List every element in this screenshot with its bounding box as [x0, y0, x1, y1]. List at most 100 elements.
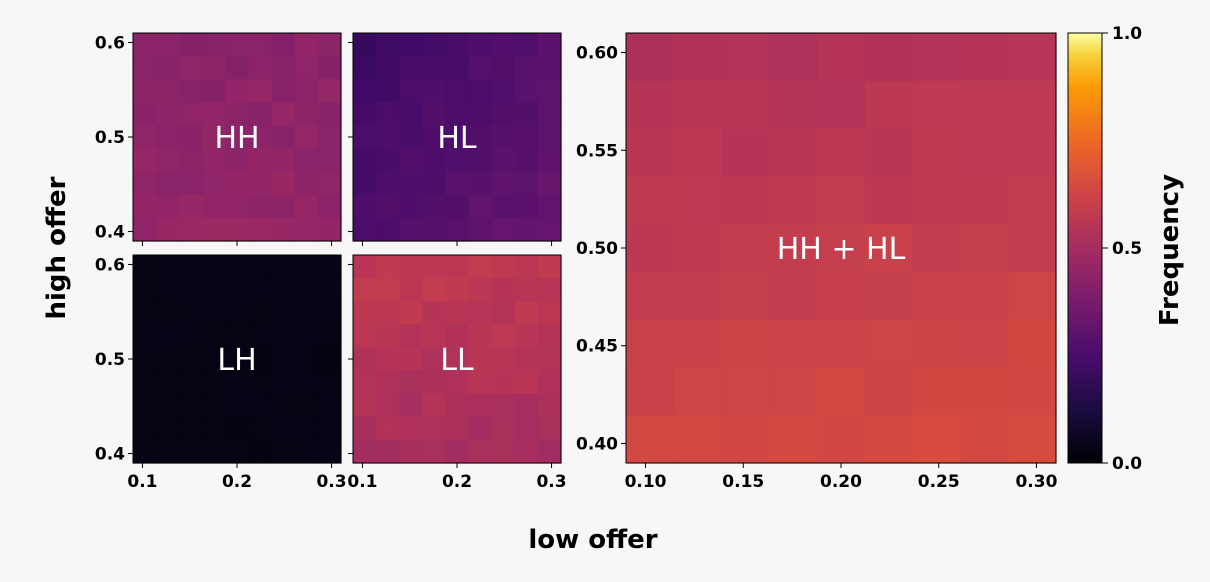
heatmap-cell [769, 224, 818, 273]
heatmap-cell [537, 217, 562, 242]
heatmap-cell [225, 194, 250, 219]
heatmap-cell [271, 324, 296, 349]
heatmap-cell [179, 393, 203, 418]
x-tick-label: 0.3 [536, 472, 566, 492]
heatmap-cell [156, 278, 180, 302]
heatmap-cell [514, 33, 539, 57]
heatmap-cell [399, 171, 423, 196]
heatmap-cell [491, 33, 516, 57]
heatmap-cell [514, 347, 539, 372]
heatmap-cell [422, 33, 447, 57]
heatmap-cell [626, 80, 675, 130]
heatmap-cell [376, 439, 400, 464]
heatmap-cell [769, 176, 818, 225]
heatmap-cell [721, 80, 770, 130]
heatmap-cell [960, 176, 1009, 225]
heatmap-cell [294, 393, 319, 418]
heatmap-cell [721, 128, 770, 177]
heatmap-cell [960, 224, 1009, 273]
heatmap-cell [537, 439, 562, 464]
heatmap-cell [248, 102, 273, 127]
heatmap-cell [202, 416, 227, 441]
heatmap-cell [225, 439, 250, 464]
heatmap-cell [156, 439, 180, 464]
x-tick-label: 0.2 [222, 472, 252, 492]
heatmap-cell [960, 128, 1009, 177]
heatmap-cell [271, 148, 296, 173]
heatmap-cell [673, 367, 723, 416]
heatmap-cell [248, 148, 273, 173]
heatmap-cell [317, 255, 342, 279]
heatmap-cell [376, 125, 400, 150]
heatmap-cell [721, 415, 770, 464]
heatmap-cell [537, 278, 562, 302]
x-tick-label: 0.1 [347, 472, 377, 492]
heatmap-cell [271, 217, 296, 242]
heatmap-cell [445, 102, 470, 127]
heatmap-cell [294, 148, 319, 173]
heatmap-cell [133, 56, 157, 80]
heatmap-cell [1008, 33, 1057, 82]
heatmap-cell [353, 148, 377, 173]
heatmap-cell [491, 347, 516, 372]
heatmap-cell [317, 56, 342, 80]
heatmap-cell [399, 439, 423, 464]
heatmap-cell [445, 393, 470, 418]
heatmap-cell [399, 370, 423, 395]
heatmap-cell [376, 301, 400, 325]
colorbar-label: Frequency [1155, 174, 1185, 326]
heatmap-cell [399, 125, 423, 150]
heatmap-cell [225, 56, 250, 80]
heatmap-cell [225, 79, 250, 103]
heatmap-cell [721, 224, 770, 273]
heatmap-cell [491, 416, 516, 441]
heatmap-cell [271, 171, 296, 196]
heatmap-cell [202, 125, 227, 150]
heatmap-cell [202, 278, 227, 302]
heatmap-cell [1008, 176, 1057, 225]
heatmap-cell [422, 301, 447, 325]
heatmap-cell [225, 370, 250, 395]
heatmap-cell [769, 33, 818, 82]
heatmap-cell [491, 194, 516, 219]
heatmap-cell [376, 33, 400, 57]
heatmap-cell [721, 319, 770, 369]
heatmap-cell [769, 128, 818, 177]
heatmap-cell [422, 56, 447, 80]
heatmap-cell [445, 56, 470, 80]
x-tick-label: 0.10 [625, 472, 667, 492]
x-tick-label: 0.25 [918, 472, 960, 492]
heatmap-cell [817, 176, 866, 225]
heatmap-cell [769, 367, 818, 416]
colorbar-gradient [1067, 32, 1103, 464]
heatmap-cell [399, 217, 423, 242]
heatmap-cell [445, 301, 470, 325]
heatmap-cell [864, 319, 914, 369]
heatmap-cell [1008, 319, 1057, 369]
heatmap-cell [179, 439, 203, 464]
heatmap-cell [353, 324, 377, 349]
heatmap-cell [399, 79, 423, 103]
heatmap-cell [817, 367, 866, 416]
heatmap-cell [721, 271, 770, 321]
heatmap-cell [294, 324, 319, 349]
heatmap-cell [156, 56, 180, 80]
y-tick-label: 0.6 [95, 33, 125, 53]
panel-label: HL [437, 121, 477, 156]
heatmap-cell [376, 347, 400, 372]
x-axis-label: low offer [528, 525, 657, 555]
heatmap-cell [294, 217, 319, 242]
heatmap-panel-ll: 0.1 0.2 0.3 LL [347, 254, 567, 492]
heatmap-cell [202, 217, 227, 242]
heatmap-cell [202, 393, 227, 418]
heatmap-cell [817, 319, 866, 369]
heatmap-cell [353, 79, 377, 103]
colorbar-tick-label: 0.5 [1112, 239, 1142, 259]
heatmap-cell [399, 56, 423, 80]
heatmap-cell [422, 102, 447, 127]
heatmap-cell [225, 217, 250, 242]
heatmap-cell [399, 102, 423, 127]
heatmap-cell [468, 125, 493, 150]
heatmap-cell [399, 301, 423, 325]
heatmap-cell [468, 171, 493, 196]
